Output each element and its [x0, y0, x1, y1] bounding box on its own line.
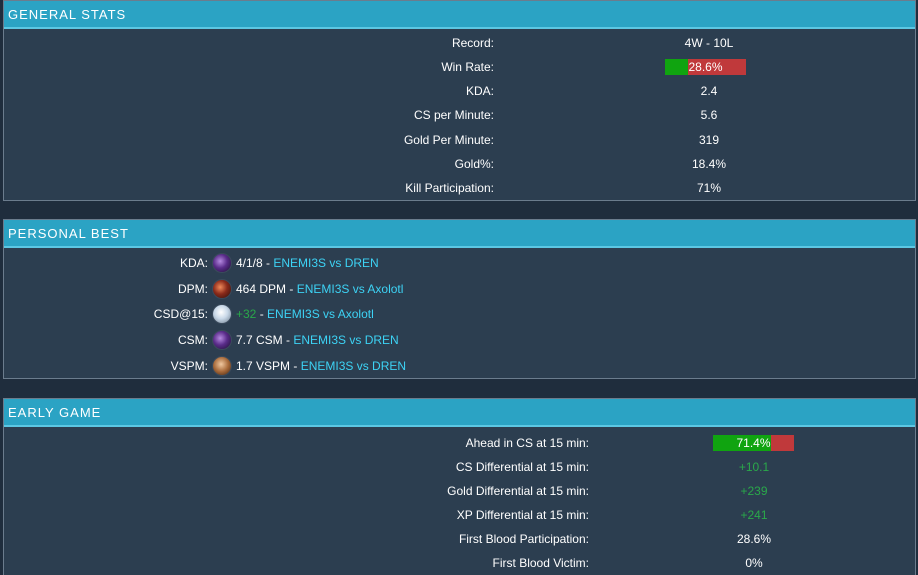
stat-label: First Blood Participation:: [458, 532, 589, 546]
stat-value: 0%: [745, 556, 763, 570]
match-link[interactable]: ENEMI3S vs DREN: [300, 359, 407, 373]
personal-best-row-kda: KDA: 4/1/8 - ENEMI3S vs DREN: [4, 251, 915, 276]
stat-label: Gold Per Minute:: [403, 133, 494, 147]
personal-best-row-csd15: CSD@15: +32 - ENEMI3S vs Axolotl: [4, 302, 915, 327]
stat-label: XP Differential at 15 min:: [456, 508, 589, 522]
stat-label: Record:: [451, 36, 494, 50]
red-champion-icon: [212, 279, 232, 299]
stat-row-gold-differential: Gold Differential at 15 min: +239: [4, 479, 915, 503]
stat-value: +241: [740, 508, 768, 522]
white-champion-icon: [212, 304, 232, 324]
stat-label: First Blood Victim:: [492, 556, 589, 570]
pb-label: CSM:: [178, 333, 208, 347]
pb-stat: 1.7 VSPM: [236, 359, 291, 373]
purple-champion-icon: [212, 253, 232, 273]
stat-label: Ahead in CS at 15 min:: [465, 436, 589, 450]
match-link[interactable]: ENEMI3S vs DREN: [293, 333, 399, 347]
pb-text: 1.7 VSPM - ENEMI3S vs DREN: [236, 354, 406, 379]
stat-label: Gold Differential at 15 min:: [447, 484, 589, 498]
early-game-panel: EARLY GAME Ahead in CS at 15 min: 71.4% …: [3, 398, 916, 575]
pb-text: +32 - ENEMI3S vs Axolotl: [236, 302, 374, 327]
stat-value: 319: [698, 133, 720, 147]
win-rate-value: 28.6%: [688, 60, 723, 74]
stat-label: CS per Minute:: [413, 108, 494, 122]
pb-separator: -: [290, 359, 301, 373]
stat-value: 71%: [696, 181, 722, 195]
match-link[interactable]: ENEMI3S vs Axolotl: [267, 307, 374, 321]
stat-row-first-blood-participation: First Blood Participation: 28.6%: [4, 527, 915, 551]
win-rate-bar: 28.6%: [665, 59, 746, 75]
pb-label: DPM:: [178, 282, 208, 296]
pb-text: 7.7 CSM - ENEMI3S vs DREN: [236, 328, 399, 353]
stat-label: Win Rate:: [441, 60, 494, 74]
purple-champion-icon: [212, 330, 232, 350]
stat-row-ahead-in-cs: Ahead in CS at 15 min: 71.4%: [4, 431, 915, 455]
stat-row-cs-per-minute: CS per Minute: 5.6: [4, 103, 915, 127]
general-stats-panel: GENERAL STATS Record: 4W - 10L Win Rate:…: [3, 0, 916, 201]
stat-row-first-blood-victim: First Blood Victim: 0%: [4, 551, 915, 575]
personal-best-row-vspm: VSPM: 1.7 VSPM - ENEMI3S vs DREN: [4, 354, 915, 379]
stat-value: 5.6: [700, 108, 718, 122]
stat-row-gold-percent: Gold%: 18.4%: [4, 152, 915, 176]
stat-label: Gold%:: [454, 157, 494, 171]
early-game-header: EARLY GAME: [4, 399, 915, 427]
pb-separator: -: [262, 256, 274, 270]
pb-stat: 464 DPM: [236, 282, 287, 296]
personal-best-row-csm: CSM: 7.7 CSM - ENEMI3S vs DREN: [4, 328, 915, 353]
ahead-in-cs-value: 71.4%: [736, 436, 771, 450]
pb-label: KDA:: [179, 256, 208, 270]
stat-row-record: Record: 4W - 10L: [4, 31, 915, 55]
win-rate-bar-fill: [665, 59, 689, 75]
personal-best-header: PERSONAL BEST: [4, 220, 915, 248]
pb-label: CSD@15:: [153, 307, 208, 321]
stat-row-win-rate: Win Rate: 28.6%: [4, 55, 915, 79]
tan-champion-icon: [212, 356, 232, 376]
general-stats-header: GENERAL STATS: [4, 1, 915, 29]
pb-separator: -: [282, 333, 294, 347]
stat-row-cs-differential: CS Differential at 15 min: +10.1: [4, 455, 915, 479]
pb-stat: +32: [236, 307, 257, 321]
pb-stat: 7.7 CSM: [236, 333, 283, 347]
personal-best-panel: PERSONAL BEST KDA: 4/1/8 - ENEMI3S vs DR…: [3, 219, 916, 379]
stat-value: +10.1: [738, 460, 770, 474]
stat-value: +239: [740, 484, 768, 498]
stat-value: 18.4%: [691, 157, 727, 171]
stat-row-gold-per-minute: Gold Per Minute: 319: [4, 128, 915, 152]
stat-row-kill-participation: Kill Participation: 71%: [4, 176, 915, 200]
stat-row-xp-differential: XP Differential at 15 min: +241: [4, 503, 915, 527]
stat-value: 2.4: [700, 84, 718, 98]
ahead-in-cs-bar: 71.4%: [713, 435, 794, 451]
match-link[interactable]: ENEMI3S vs Axolotl: [296, 282, 404, 296]
personal-best-row-dpm: DPM: 464 DPM - ENEMI3S vs Axolotl: [4, 277, 915, 302]
stat-value: 4W - 10L: [684, 36, 734, 50]
pb-text: 4/1/8 - ENEMI3S vs DREN: [236, 251, 379, 276]
stat-label: CS Differential at 15 min:: [455, 460, 589, 474]
stat-label: Kill Participation:: [405, 181, 494, 195]
stat-value: 28.6%: [736, 532, 772, 546]
pb-separator: -: [256, 307, 268, 321]
stat-row-kda: KDA: 2.4: [4, 79, 915, 103]
pb-text: 464 DPM - ENEMI3S vs Axolotl: [236, 277, 403, 302]
stat-label: KDA:: [465, 84, 494, 98]
pb-separator: -: [286, 282, 297, 296]
pb-stat: 4/1/8: [236, 256, 263, 270]
pb-label: VSPM:: [170, 359, 208, 373]
match-link[interactable]: ENEMI3S vs DREN: [273, 256, 379, 270]
ahead-in-cs-bar-fill: [713, 435, 771, 451]
